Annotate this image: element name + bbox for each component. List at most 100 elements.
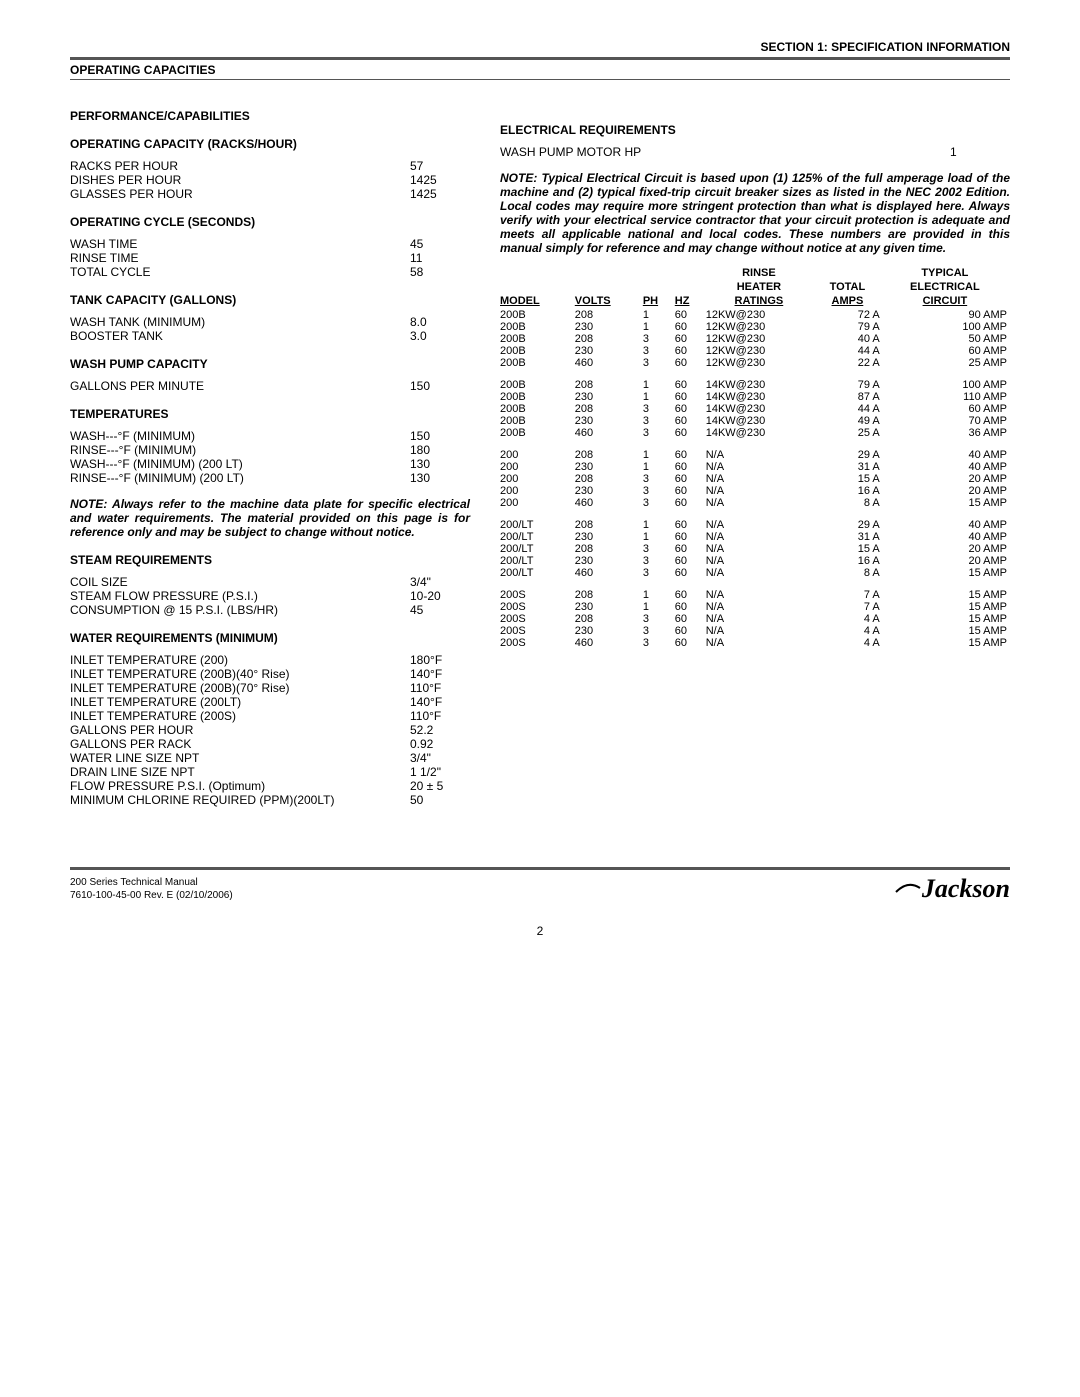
cell-model: 200/LT [500, 567, 575, 579]
water-row: INLET TEMPERATURE (200)180°F [70, 653, 470, 667]
steam-row: CONSUMPTION @ 15 P.S.I. (LBS/HR)45 [70, 603, 470, 617]
water-value: 20 ± 5 [410, 779, 470, 793]
cell-hz: 60 [675, 531, 706, 543]
water-row: INLET TEMPERATURE (200B)(40° Rise)140°F [70, 667, 470, 681]
col-rinse-1: RINSE [706, 267, 815, 281]
pump-value: 150 [410, 379, 470, 393]
cell-hz: 60 [675, 543, 706, 555]
cell-amps: 16 A [815, 555, 883, 567]
page-footer: 200 Series Technical Manual 7610-100-45-… [70, 867, 1010, 904]
cell-model: 200S [500, 589, 575, 601]
op-cycle-label: RINSE TIME [70, 251, 410, 265]
cell-ph: 3 [643, 415, 675, 427]
cell-hz: 60 [675, 497, 706, 509]
cell-amps: 4 A [815, 637, 883, 649]
op-cycle-value: 11 [410, 251, 470, 265]
cell-model: 200 [500, 449, 575, 461]
cell-rinse: N/A [706, 473, 815, 485]
cell-amps: 15 A [815, 543, 883, 555]
steam-row: COIL SIZE3/4" [70, 575, 470, 589]
col-circ-1: TYPICAL [883, 267, 1010, 281]
cell-volts: 230 [575, 601, 643, 613]
cell-volts: 208 [575, 333, 643, 345]
cell-model: 200S [500, 601, 575, 613]
cell-amps: 79 A [815, 321, 883, 333]
cell-circ: 70 AMP [883, 415, 1010, 427]
pump-row: GALLONS PER MINUTE150 [70, 379, 470, 393]
table-row: 200B23016014KW@23087 A110 AMP [500, 391, 1010, 403]
col-volts: VOLTS [575, 295, 643, 309]
cell-rinse: 14KW@230 [706, 427, 815, 439]
table-row: 200S230160N/A7 A15 AMP [500, 601, 1010, 613]
op-cycle-row: RINSE TIME11 [70, 251, 470, 265]
cell-circ: 20 AMP [883, 485, 1010, 497]
cell-rinse: 14KW@230 [706, 379, 815, 391]
table-row: 200B20836014KW@23044 A60 AMP [500, 403, 1010, 415]
cell-rinse: N/A [706, 485, 815, 497]
cell-model: 200S [500, 613, 575, 625]
cell-hz: 60 [675, 333, 706, 345]
section-header: SECTION 1: SPECIFICATION INFORMATION [70, 40, 1010, 60]
footer-line-1: 200 Series Technical Manual [70, 876, 233, 889]
cell-hz: 60 [675, 427, 706, 439]
cell-volts: 208 [575, 449, 643, 461]
cell-amps: 44 A [815, 403, 883, 415]
cell-ph: 3 [643, 403, 675, 415]
water-row: MINIMUM CHLORINE REQUIRED (PPM)(200LT)50 [70, 793, 470, 807]
cell-ph: 3 [643, 357, 675, 369]
table-row: 200460360N/A8 A15 AMP [500, 497, 1010, 509]
cell-hz: 60 [675, 589, 706, 601]
cell-rinse: 12KW@230 [706, 345, 815, 357]
op-cap-label: GLASSES PER HOUR [70, 187, 410, 201]
cell-amps: 87 A [815, 391, 883, 403]
cell-model: 200S [500, 637, 575, 649]
cell-circ: 20 AMP [883, 473, 1010, 485]
water-row: DRAIN LINE SIZE NPT1 1/2" [70, 765, 470, 779]
cell-ph: 1 [643, 449, 675, 461]
cell-volts: 230 [575, 531, 643, 543]
temp-value: 180 [410, 443, 470, 457]
op-cap-row: GLASSES PER HOUR1425 [70, 187, 470, 201]
cell-model: 200B [500, 403, 575, 415]
cell-circ: 90 AMP [883, 309, 1010, 321]
table-row: 200208160N/A29 A40 AMP [500, 449, 1010, 461]
water-label: INLET TEMPERATURE (200B)(40° Rise) [70, 667, 410, 681]
cell-amps: 4 A [815, 625, 883, 637]
op-cap-label: RACKS PER HOUR [70, 159, 410, 173]
water-value: 110°F [410, 681, 470, 695]
steam-label: STEAM FLOW PRESSURE (P.S.I.) [70, 589, 410, 603]
motor-hp-label: WASH PUMP MOTOR HP [500, 145, 950, 159]
cell-ph: 1 [643, 309, 675, 321]
table-row: 200/LT208360N/A15 A20 AMP [500, 543, 1010, 555]
cell-amps: 79 A [815, 379, 883, 391]
water-row: INLET TEMPERATURE (200S)110°F [70, 709, 470, 723]
table-row: 200/LT460360N/A8 A15 AMP [500, 567, 1010, 579]
table-row: 200B46036014KW@23025 A36 AMP [500, 427, 1010, 439]
water-value: 0.92 [410, 737, 470, 751]
temp-row: RINSE---°F (MINIMUM) (200 LT)130 [70, 471, 470, 485]
cell-hz: 60 [675, 473, 706, 485]
table-row: 200B20816012KW@23072 A90 AMP [500, 309, 1010, 321]
water-label: INLET TEMPERATURE (200B)(70° Rise) [70, 681, 410, 695]
cell-circ: 40 AMP [883, 449, 1010, 461]
water-row: INLET TEMPERATURE (200LT)140°F [70, 695, 470, 709]
cell-rinse: N/A [706, 449, 815, 461]
cell-rinse: N/A [706, 543, 815, 555]
cell-ph: 1 [643, 589, 675, 601]
cell-model: 200/LT [500, 555, 575, 567]
op-cap-label: DISHES PER HOUR [70, 173, 410, 187]
op-cycle-row: TOTAL CYCLE58 [70, 265, 470, 279]
op-cycle-label: TOTAL CYCLE [70, 265, 410, 279]
steam-label: CONSUMPTION @ 15 P.S.I. (LBS/HR) [70, 603, 410, 617]
table-row: 200S208360N/A4 A15 AMP [500, 613, 1010, 625]
pump-label: GALLONS PER MINUTE [70, 379, 410, 393]
cell-circ: 15 AMP [883, 589, 1010, 601]
cell-circ: 15 AMP [883, 497, 1010, 509]
cell-ph: 3 [643, 637, 675, 649]
cell-circ: 100 AMP [883, 379, 1010, 391]
cell-volts: 208 [575, 543, 643, 555]
temp-value: 150 [410, 429, 470, 443]
op-cap-row: DISHES PER HOUR1425 [70, 173, 470, 187]
operating-cycle-header: OPERATING CYCLE (SECONDS) [70, 215, 470, 229]
cell-volts: 230 [575, 485, 643, 497]
